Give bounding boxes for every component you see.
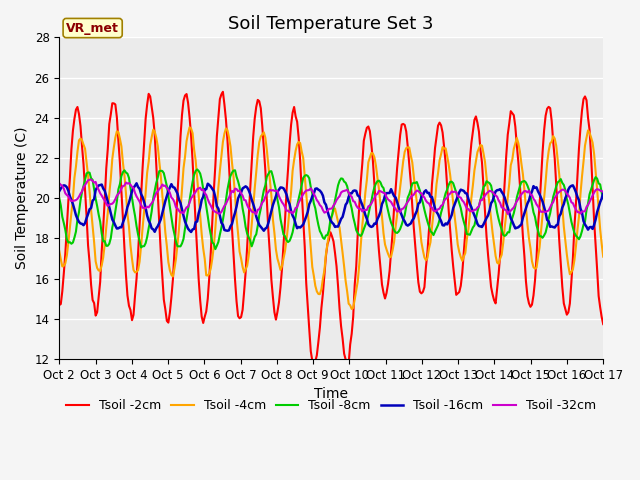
- Tsoil -2cm: [599, 321, 607, 327]
- Tsoil -2cm: [218, 92, 225, 97]
- Tsoil -32cm: [219, 206, 227, 212]
- Tsoil -32cm: [246, 206, 254, 212]
- Tsoil -32cm: [572, 206, 580, 212]
- Tsoil -8cm: [193, 167, 201, 172]
- Title: Soil Temperature Set 3: Soil Temperature Set 3: [228, 15, 434, 33]
- Tsoil -8cm: [122, 169, 130, 175]
- Line: Tsoil -8cm: Tsoil -8cm: [60, 169, 603, 249]
- Tsoil -8cm: [296, 189, 304, 195]
- Line: Tsoil -32cm: Tsoil -32cm: [60, 180, 603, 214]
- Y-axis label: Soil Temperature (C): Soil Temperature (C): [15, 127, 29, 269]
- Tsoil -32cm: [56, 180, 63, 186]
- Tsoil -16cm: [572, 189, 580, 195]
- Line: Tsoil -16cm: Tsoil -16cm: [60, 183, 603, 232]
- Tsoil -32cm: [237, 191, 245, 196]
- Tsoil -2cm: [237, 314, 245, 320]
- Tsoil -2cm: [246, 187, 254, 192]
- Tsoil -16cm: [132, 180, 140, 186]
- Tsoil -32cm: [296, 197, 304, 203]
- Tsoil -8cm: [211, 246, 219, 252]
- Tsoil -8cm: [221, 208, 228, 214]
- Tsoil -4cm: [295, 139, 303, 144]
- Tsoil -8cm: [248, 243, 255, 249]
- Tsoil -2cm: [295, 135, 303, 141]
- Tsoil -2cm: [343, 361, 351, 367]
- Tsoil -32cm: [252, 211, 260, 217]
- Legend: Tsoil -2cm, Tsoil -4cm, Tsoil -8cm, Tsoil -16cm, Tsoil -32cm: Tsoil -2cm, Tsoil -4cm, Tsoil -8cm, Tsoi…: [61, 394, 601, 417]
- Tsoil -16cm: [248, 197, 255, 203]
- Text: VR_met: VR_met: [66, 22, 119, 35]
- Tsoil -16cm: [599, 190, 607, 196]
- Tsoil -4cm: [246, 239, 254, 245]
- Tsoil -32cm: [124, 180, 131, 186]
- Tsoil -16cm: [122, 211, 130, 216]
- Tsoil -8cm: [599, 195, 607, 201]
- Tsoil -16cm: [296, 225, 304, 230]
- X-axis label: Time: Time: [314, 387, 348, 401]
- Tsoil -4cm: [237, 255, 245, 261]
- Tsoil -32cm: [87, 177, 95, 182]
- Line: Tsoil -4cm: Tsoil -4cm: [60, 127, 603, 309]
- Tsoil -4cm: [572, 244, 580, 250]
- Tsoil -16cm: [188, 229, 195, 235]
- Tsoil -8cm: [56, 195, 63, 201]
- Tsoil -4cm: [599, 254, 607, 260]
- Tsoil -16cm: [221, 227, 228, 233]
- Tsoil -4cm: [186, 124, 193, 130]
- Tsoil -2cm: [56, 302, 63, 308]
- Tsoil -16cm: [56, 188, 63, 194]
- Tsoil -8cm: [239, 205, 246, 211]
- Tsoil -2cm: [122, 272, 130, 277]
- Tsoil -8cm: [572, 233, 580, 239]
- Tsoil -4cm: [348, 306, 356, 312]
- Tsoil -4cm: [122, 190, 130, 196]
- Tsoil -2cm: [572, 201, 580, 207]
- Tsoil -16cm: [239, 186, 246, 192]
- Tsoil -2cm: [219, 89, 227, 95]
- Tsoil -4cm: [56, 248, 63, 254]
- Tsoil -32cm: [599, 189, 607, 195]
- Tsoil -4cm: [219, 139, 227, 145]
- Line: Tsoil -2cm: Tsoil -2cm: [60, 92, 603, 364]
